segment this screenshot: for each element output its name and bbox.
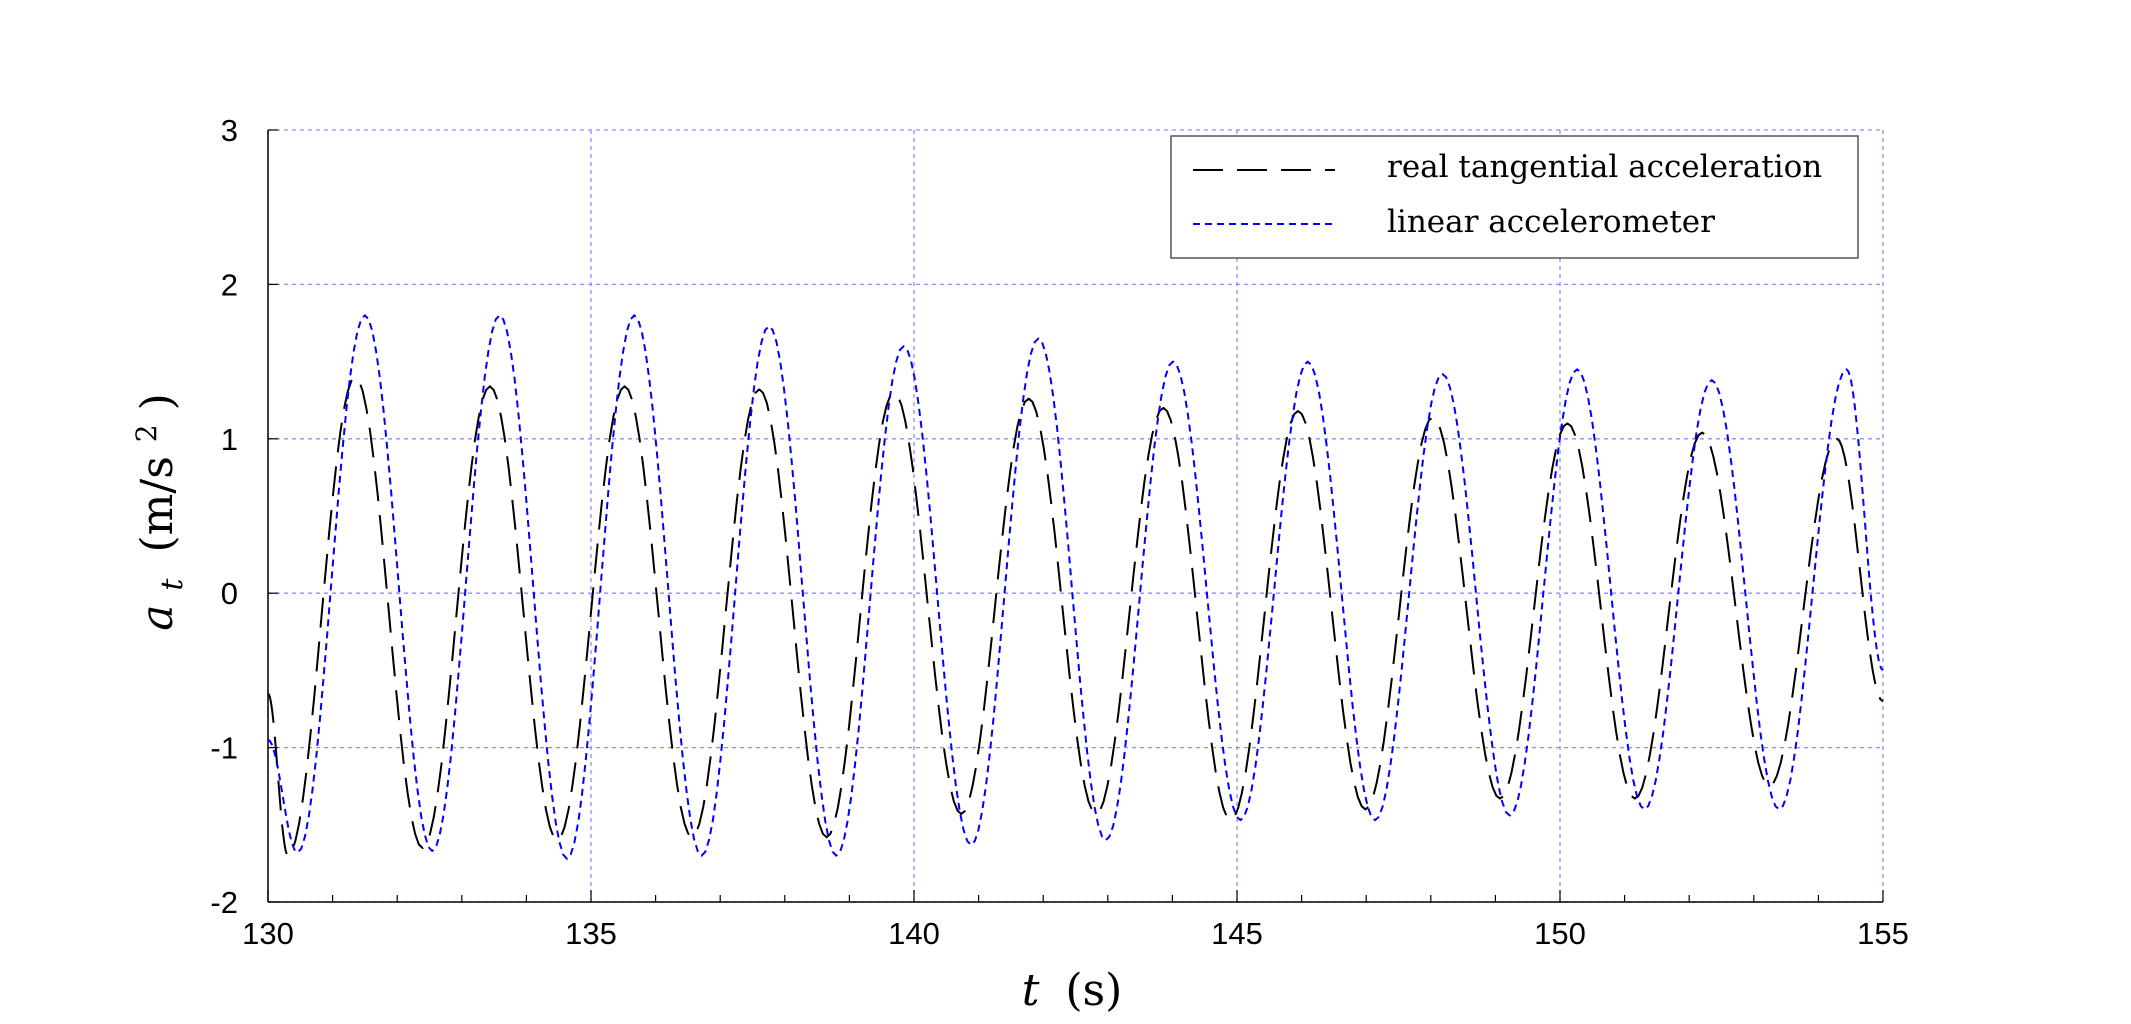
y-axis-unit-sup: 2 <box>130 424 163 442</box>
legend-box <box>1170 135 1859 259</box>
legend-label-real: real tangential acceleration <box>1387 149 1822 185</box>
y-axis-title: a t (m/s 2 ) <box>116 393 193 631</box>
series-line-real-tangential <box>267 376 1884 857</box>
x-axis-var: t <box>1022 965 1040 1016</box>
series-layer <box>267 314 1884 860</box>
y-axis-var: a <box>132 605 183 631</box>
y-tick-label: -2 <box>210 885 238 920</box>
y-tick-label: 0 <box>221 576 238 611</box>
x-tick-label: 135 <box>565 916 617 951</box>
x-tick-label: 145 <box>1211 916 1263 951</box>
y-axis-unit-close: ) <box>132 393 183 410</box>
x-tick-label: 155 <box>1857 916 1909 951</box>
y-tick-label: 2 <box>221 267 238 302</box>
x-axis-unit: (s) <box>1065 965 1122 1016</box>
y-tick-label: 3 <box>221 113 238 148</box>
x-tick-label: 150 <box>1534 916 1586 951</box>
x-tick-label: 130 <box>242 916 294 951</box>
series-line-linear-accelerometer <box>267 314 1884 860</box>
x-axis-title: t (s) <box>1022 965 1123 1016</box>
y-axis-unit-open: (m/s <box>132 456 183 552</box>
x-tick-label: 140 <box>888 916 940 951</box>
legend-label-linear: linear accelerometer <box>1387 204 1715 240</box>
y-tick-label: 1 <box>221 422 238 457</box>
y-axis-sub: t <box>155 578 190 591</box>
legend: real tangential acceleration linear acce… <box>1170 135 1859 259</box>
tick-layer: 130 135 140 145 150 155 -2 -1 0 1 2 3 <box>210 113 1908 951</box>
y-tick-label: -1 <box>210 731 238 766</box>
